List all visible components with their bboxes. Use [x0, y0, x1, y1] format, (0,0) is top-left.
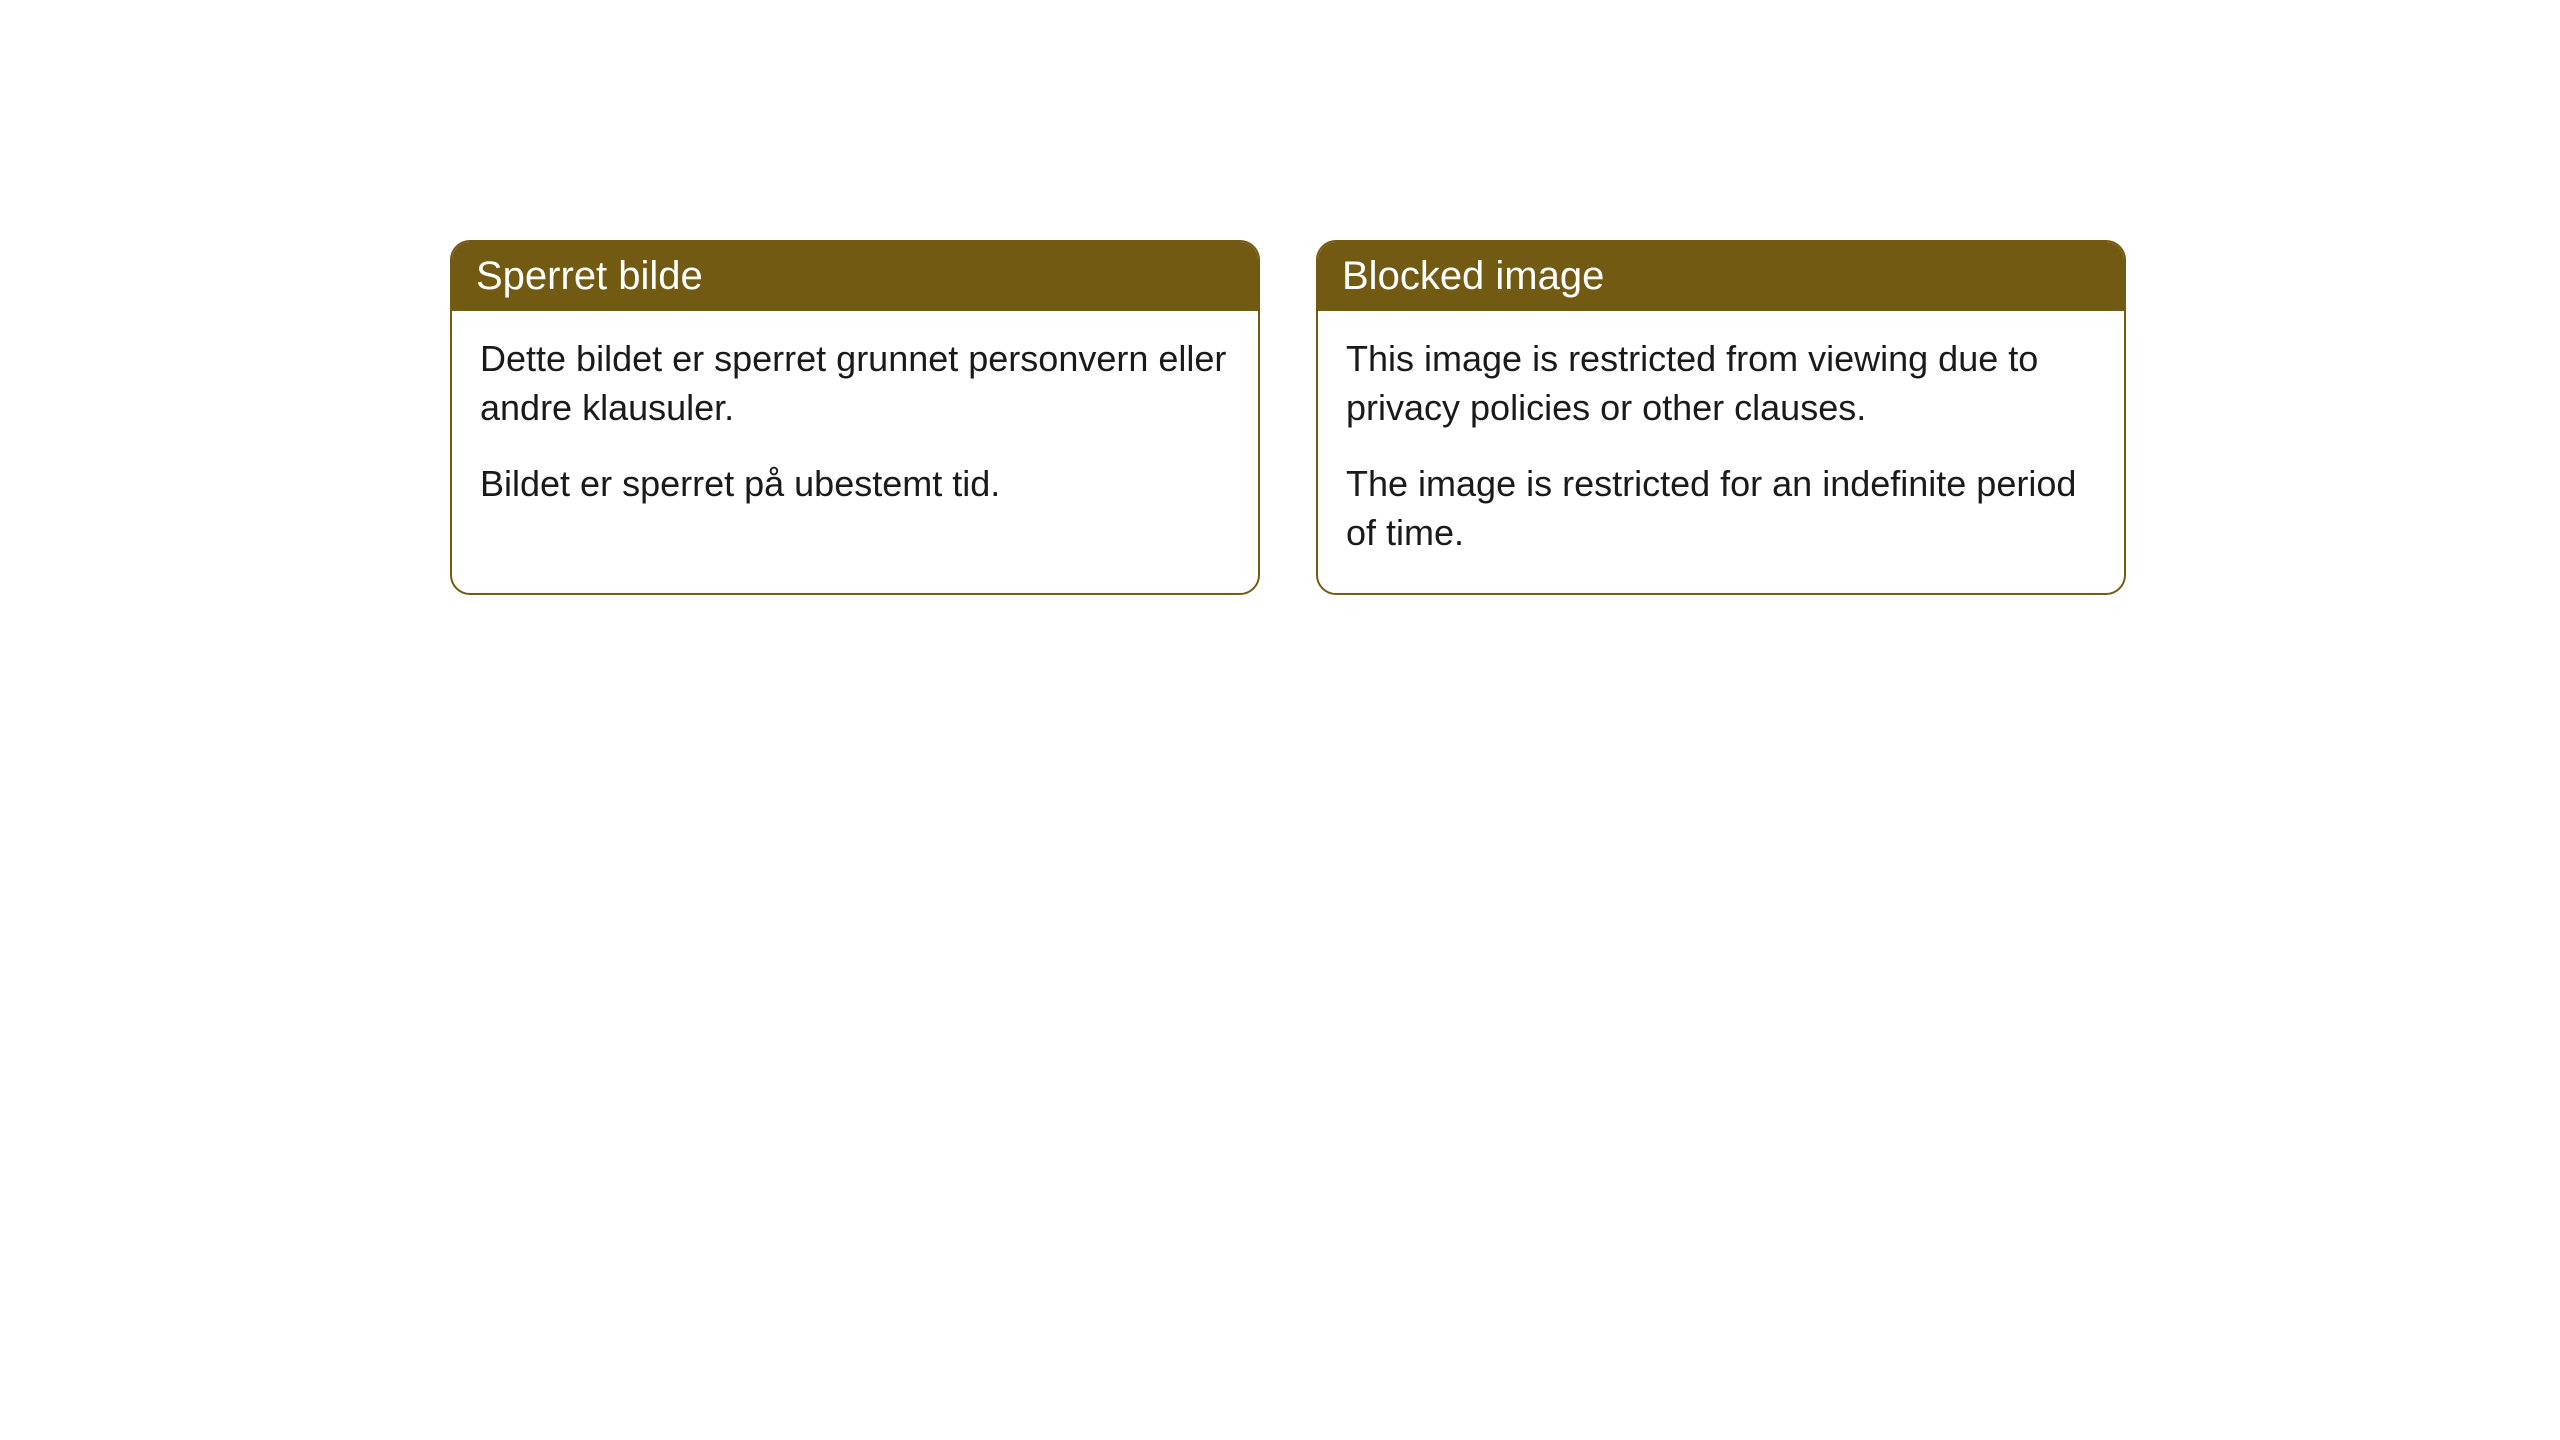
notice-container: Sperret bilde Dette bildet er sperret gr… — [450, 240, 2126, 595]
notice-card-english: Blocked image This image is restricted f… — [1316, 240, 2126, 595]
card-header: Blocked image — [1318, 242, 2124, 311]
card-title: Sperret bilde — [476, 254, 703, 298]
card-header: Sperret bilde — [452, 242, 1258, 311]
card-body: Dette bildet er sperret grunnet personve… — [452, 311, 1258, 545]
card-paragraph: Bildet er sperret på ubestemt tid. — [480, 460, 1230, 509]
card-paragraph: Dette bildet er sperret grunnet personve… — [480, 335, 1230, 432]
card-body: This image is restricted from viewing du… — [1318, 311, 2124, 593]
notice-card-norwegian: Sperret bilde Dette bildet er sperret gr… — [450, 240, 1260, 595]
card-title: Blocked image — [1342, 254, 1604, 298]
card-paragraph: The image is restricted for an indefinit… — [1346, 460, 2096, 557]
card-paragraph: This image is restricted from viewing du… — [1346, 335, 2096, 432]
